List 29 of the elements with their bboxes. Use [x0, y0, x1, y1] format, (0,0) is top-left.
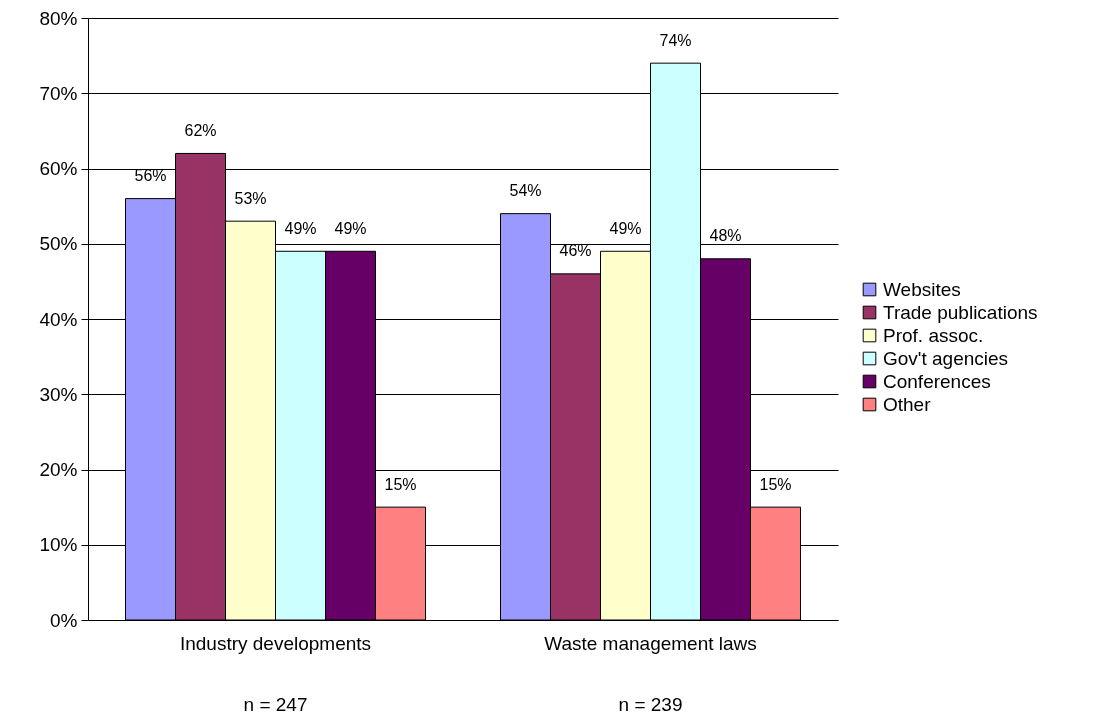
y-tick-label: 70%: [39, 82, 78, 104]
legend-label: Websites: [883, 278, 961, 300]
text: n = 239: [618, 694, 683, 715]
data-label: 49%: [609, 219, 642, 237]
data-label: 53%: [234, 189, 267, 207]
data-label: 74%: [659, 31, 692, 49]
legend-label: Conferences: [883, 370, 991, 392]
legend-label: Other: [883, 393, 932, 415]
y-tick-label: 30%: [39, 383, 78, 405]
legend-label: Prof. assoc.: [883, 324, 984, 346]
data-label: 54%: [509, 182, 542, 200]
y-tick-label: 20%: [39, 459, 78, 480]
x-tick-label: Waste management laws: [544, 632, 757, 654]
y-tick-label: 80%: [39, 7, 78, 29]
data-label: 15%: [759, 475, 792, 493]
data-label: 49%: [334, 219, 367, 237]
legend-label: Gov't agencies: [883, 347, 1009, 369]
y-tick-label: 50%: [39, 233, 78, 255]
legend-label: Trade publications: [883, 301, 1038, 323]
data-label: 15%: [384, 475, 417, 493]
data-label: 48%: [709, 227, 742, 245]
data-label: 62%: [184, 121, 217, 139]
text: n = 247: [243, 694, 308, 715]
y-tick-label: 10%: [39, 534, 78, 556]
x-tick-label: Industry developments: [179, 632, 372, 654]
y-tick-label: 0%: [50, 609, 78, 631]
y-tick-label: 60%: [39, 158, 78, 179]
data-label: 49%: [284, 219, 317, 237]
y-tick-label: 40%: [39, 308, 78, 330]
